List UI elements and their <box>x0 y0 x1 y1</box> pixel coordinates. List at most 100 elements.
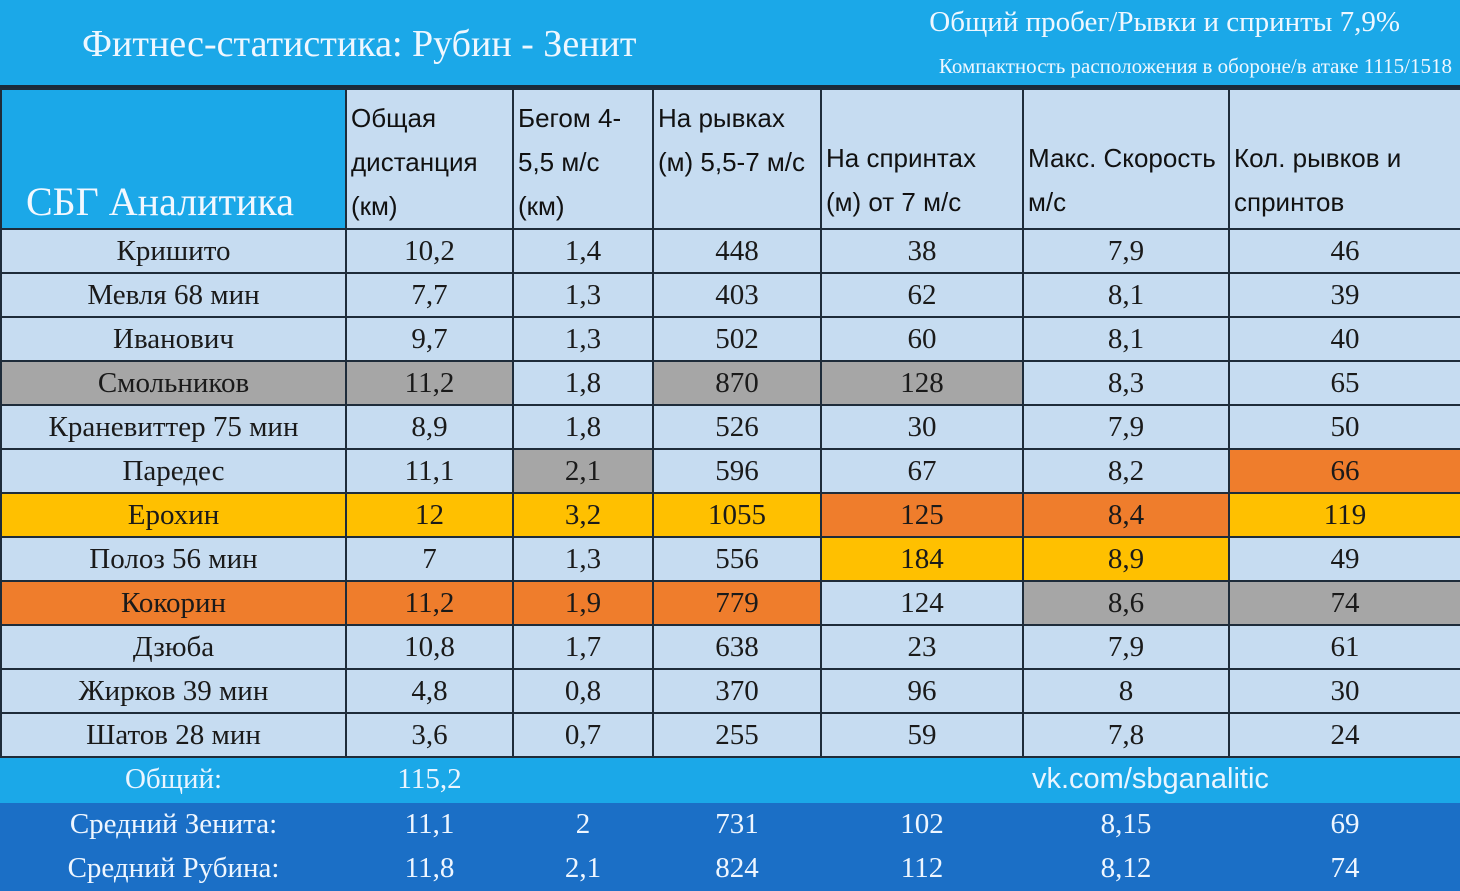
stat-cell: 10,8 <box>345 624 514 670</box>
player-name: Жирков 39 мин <box>0 668 347 714</box>
average-value: 731 <box>652 801 822 847</box>
player-name: Дзюба <box>0 624 347 670</box>
player-name: Паредес <box>0 448 347 494</box>
stat-cell: 10,2 <box>345 228 514 274</box>
stat-cell: 7,9 <box>1022 624 1230 670</box>
stat-cell: 50 <box>1228 404 1460 450</box>
stat-cell: 8,9 <box>1022 536 1230 582</box>
total-row: Общий: 115,2 vk.com/sbganalitic <box>0 756 1460 803</box>
stat-cell: 1,8 <box>512 360 654 406</box>
stat-cell: 870 <box>652 360 822 406</box>
player-name: Краневиттер 75 мин <box>0 404 347 450</box>
title-bar: Фитнес-статистика: Рубин - Зенит Общий п… <box>0 0 1460 88</box>
stat-cell: 8,9 <box>345 404 514 450</box>
stat-cell: 0,7 <box>512 712 654 758</box>
stat-cell: 39 <box>1228 272 1460 318</box>
stat-cell: 61 <box>1228 624 1460 670</box>
vk-link: vk.com/sbganalitic <box>1022 756 1460 803</box>
average-value: 2,1 <box>512 845 654 891</box>
stat-cell: 119 <box>1228 492 1460 538</box>
table-row: Кокорин 11,2 1,9 779 124 8,6 74 <box>0 580 1460 626</box>
player-name: Полоз 56 мин <box>0 536 347 582</box>
stat-cell: 128 <box>820 360 1024 406</box>
stat-cell: 8,1 <box>1022 316 1230 362</box>
page-title: Фитнес-статистика: Рубин - Зенит <box>82 23 637 65</box>
table-row: Смольников 11,2 1,8 870 128 8,3 65 <box>0 360 1460 406</box>
stat-cell: 65 <box>1228 360 1460 406</box>
player-name: Шатов 28 мин <box>0 712 347 758</box>
average-value: 74 <box>1228 845 1460 891</box>
stat-cell: 40 <box>1228 316 1460 362</box>
stat-cell: 2,1 <box>512 448 654 494</box>
player-name: Мевля 68 мин <box>0 272 347 318</box>
average-row: Средний Рубина: 11,8 2,1 824 112 8,12 74 <box>0 845 1460 891</box>
table-row: Краневиттер 75 мин 8,9 1,8 526 30 7,9 50 <box>0 404 1460 450</box>
compactness-stat: Компактность расположения в обороне/в ат… <box>938 54 1452 78</box>
average-value: 11,8 <box>345 845 514 891</box>
stat-cell: 184 <box>820 536 1024 582</box>
average-label: Средний Рубина: <box>0 845 347 891</box>
stat-cell: 7,7 <box>345 272 514 318</box>
stat-cell: 96 <box>820 668 1024 714</box>
table-row: Кришито 10,2 1,4 448 38 7,9 46 <box>0 228 1460 274</box>
run-sprint-ratio: Общий пробег/Рывки и спринты 7,9% <box>929 6 1400 38</box>
stat-cell: 8,1 <box>1022 272 1230 318</box>
column-header: Кол. рывков и спринтов <box>1228 88 1460 230</box>
stat-cell: 3,6 <box>345 712 514 758</box>
stat-cell: 125 <box>820 492 1024 538</box>
stat-cell: 30 <box>1228 668 1460 714</box>
stat-cell: 370 <box>652 668 822 714</box>
stat-cell: 124 <box>820 580 1024 626</box>
average-value: 8,12 <box>1022 845 1230 891</box>
stat-cell: 3,2 <box>512 492 654 538</box>
stat-cell: 74 <box>1228 580 1460 626</box>
table-row: Мевля 68 мин 7,7 1,3 403 62 8,1 39 <box>0 272 1460 318</box>
stat-cell: 779 <box>652 580 822 626</box>
average-value: 102 <box>820 801 1024 847</box>
table-row: Ерохин 12 3,2 1055 125 8,4 119 <box>0 492 1460 538</box>
average-label: Средний Зенита: <box>0 801 347 847</box>
stat-cell: 30 <box>820 404 1024 450</box>
stat-cell: 11,2 <box>345 580 514 626</box>
stat-cell: 62 <box>820 272 1024 318</box>
stat-cell: 8,3 <box>1022 360 1230 406</box>
header-row: СБГ Аналитика Общая дистанция (км) Бегом… <box>0 88 1460 230</box>
stat-cell: 8 <box>1022 668 1230 714</box>
average-value: 69 <box>1228 801 1460 847</box>
average-value: 824 <box>652 845 822 891</box>
stat-cell: 9,7 <box>345 316 514 362</box>
stat-cell: 38 <box>820 228 1024 274</box>
stat-cell: 7,9 <box>1022 404 1230 450</box>
player-name: Кокорин <box>0 580 347 626</box>
stat-cell: 49 <box>1228 536 1460 582</box>
table-row: Иванович 9,7 1,3 502 60 8,1 40 <box>0 316 1460 362</box>
stat-cell: 638 <box>652 624 822 670</box>
stat-cell: 1055 <box>652 492 822 538</box>
stat-cell: 11,1 <box>345 448 514 494</box>
stat-cell: 1,3 <box>512 272 654 318</box>
average-value: 8,15 <box>1022 801 1230 847</box>
column-header: Макс. Скорость м/с <box>1022 88 1230 230</box>
table-row: Полоз 56 мин 7 1,3 556 184 8,9 49 <box>0 536 1460 582</box>
stat-cell: 8,6 <box>1022 580 1230 626</box>
total-label: Общий: <box>0 756 347 803</box>
stat-cell: 448 <box>652 228 822 274</box>
stat-cell: 46 <box>1228 228 1460 274</box>
average-row: Средний Зенита: 11,1 2 731 102 8,15 69 <box>0 801 1460 847</box>
player-name: Смольников <box>0 360 347 406</box>
total-spacer <box>512 756 1024 803</box>
column-header: На спринтах (м) от 7 м/с <box>820 88 1024 230</box>
stat-cell: 556 <box>652 536 822 582</box>
table-row: Дзюба 10,8 1,7 638 23 7,9 61 <box>0 624 1460 670</box>
stat-cell: 8,2 <box>1022 448 1230 494</box>
stat-cell: 596 <box>652 448 822 494</box>
stat-cell: 7,9 <box>1022 228 1230 274</box>
player-name: Иванович <box>0 316 347 362</box>
stat-cell: 67 <box>820 448 1024 494</box>
column-header: На рывках (м) 5,5-7 м/с <box>652 88 822 230</box>
average-value: 11,1 <box>345 801 514 847</box>
player-name: Кришито <box>0 228 347 274</box>
stat-cell: 1,3 <box>512 316 654 362</box>
column-header: Общая дистанция (км) <box>345 88 514 230</box>
stat-cell: 1,3 <box>512 536 654 582</box>
